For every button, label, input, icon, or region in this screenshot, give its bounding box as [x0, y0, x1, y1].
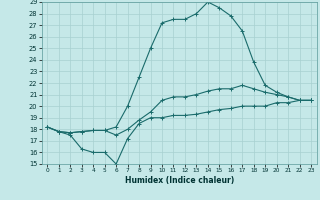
- X-axis label: Humidex (Indice chaleur): Humidex (Indice chaleur): [124, 176, 234, 185]
